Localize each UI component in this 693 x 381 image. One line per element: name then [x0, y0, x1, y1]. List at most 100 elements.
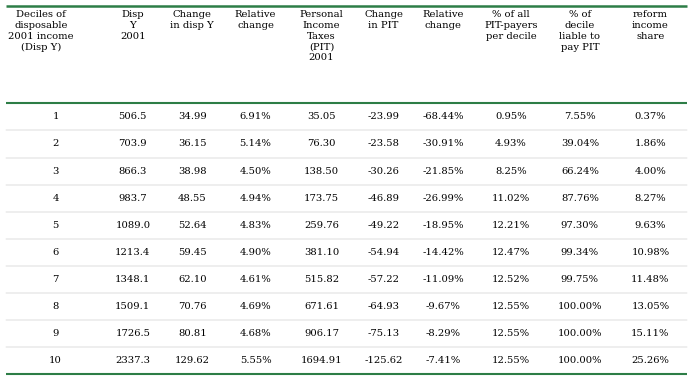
Text: -26.99%: -26.99% — [423, 194, 464, 203]
Text: 1694.91: 1694.91 — [301, 356, 342, 365]
Text: 59.45: 59.45 — [178, 248, 207, 257]
Text: -18.95%: -18.95% — [422, 221, 464, 230]
Text: 703.9: 703.9 — [119, 139, 147, 149]
Text: 35.05: 35.05 — [307, 112, 336, 122]
Text: -68.44%: -68.44% — [422, 112, 464, 122]
Text: 1213.4: 1213.4 — [115, 248, 150, 257]
Text: Relative
change: Relative change — [235, 10, 277, 30]
Text: 10: 10 — [49, 356, 62, 365]
Text: 7.55%: 7.55% — [564, 112, 596, 122]
Text: 100.00%: 100.00% — [558, 356, 602, 365]
Text: 4: 4 — [52, 194, 59, 203]
Text: 5: 5 — [53, 221, 59, 230]
Text: reform
income
share: reform income share — [632, 10, 669, 41]
Text: 1726.5: 1726.5 — [115, 329, 150, 338]
Text: -14.42%: -14.42% — [422, 248, 464, 257]
Text: 38.98: 38.98 — [178, 166, 207, 176]
Text: -23.58: -23.58 — [367, 139, 400, 149]
Text: 3: 3 — [53, 166, 59, 176]
Text: 983.7: 983.7 — [119, 194, 147, 203]
Text: Relative
change: Relative change — [422, 10, 464, 30]
Text: -8.29%: -8.29% — [426, 329, 461, 338]
Text: 34.99: 34.99 — [178, 112, 207, 122]
Text: -11.09%: -11.09% — [422, 275, 464, 284]
Text: 25.26%: 25.26% — [631, 356, 669, 365]
Text: % of
decile
liable to
pay PIT: % of decile liable to pay PIT — [559, 10, 600, 51]
Text: 4.90%: 4.90% — [240, 248, 272, 257]
Text: 76.30: 76.30 — [307, 139, 335, 149]
Text: 52.64: 52.64 — [178, 221, 207, 230]
Text: 6.91%: 6.91% — [240, 112, 272, 122]
Text: 1509.1: 1509.1 — [115, 302, 150, 311]
Text: 39.04%: 39.04% — [561, 139, 599, 149]
Text: 13.05%: 13.05% — [631, 302, 669, 311]
Text: 4.68%: 4.68% — [240, 329, 272, 338]
Text: 100.00%: 100.00% — [558, 302, 602, 311]
Text: 12.47%: 12.47% — [492, 248, 530, 257]
Text: 1089.0: 1089.0 — [115, 221, 150, 230]
Text: 4.50%: 4.50% — [240, 166, 272, 176]
Text: 100.00%: 100.00% — [558, 329, 602, 338]
Text: 15.11%: 15.11% — [631, 329, 669, 338]
Text: -7.41%: -7.41% — [426, 356, 461, 365]
Text: -9.67%: -9.67% — [426, 302, 461, 311]
Text: 4.94%: 4.94% — [240, 194, 272, 203]
Text: -64.93: -64.93 — [367, 302, 400, 311]
Text: -30.26: -30.26 — [368, 166, 400, 176]
Text: 4.00%: 4.00% — [635, 166, 666, 176]
Text: 9.63%: 9.63% — [635, 221, 666, 230]
Text: 515.82: 515.82 — [304, 275, 339, 284]
Text: 48.55: 48.55 — [178, 194, 207, 203]
Text: 12.55%: 12.55% — [492, 356, 530, 365]
Text: 62.10: 62.10 — [178, 275, 207, 284]
Text: 97.30%: 97.30% — [561, 221, 599, 230]
Text: 11.48%: 11.48% — [631, 275, 669, 284]
Text: 1348.1: 1348.1 — [115, 275, 150, 284]
Text: 506.5: 506.5 — [119, 112, 147, 122]
Text: -54.94: -54.94 — [367, 248, 400, 257]
Text: -57.22: -57.22 — [367, 275, 400, 284]
Text: 7: 7 — [53, 275, 59, 284]
Text: 866.3: 866.3 — [119, 166, 147, 176]
Text: 80.81: 80.81 — [178, 329, 207, 338]
Text: 10.98%: 10.98% — [631, 248, 669, 257]
Text: 8: 8 — [53, 302, 59, 311]
Text: % of all
PIT-payers
per decile: % of all PIT-payers per decile — [484, 10, 538, 41]
Text: -30.91%: -30.91% — [422, 139, 464, 149]
Text: 129.62: 129.62 — [175, 356, 210, 365]
Text: Personal
Income
Taxes
(PIT)
2001: Personal Income Taxes (PIT) 2001 — [299, 10, 343, 62]
Text: -23.99: -23.99 — [367, 112, 400, 122]
Text: 99.34%: 99.34% — [561, 248, 599, 257]
Text: -21.85%: -21.85% — [422, 166, 464, 176]
Text: 8.27%: 8.27% — [635, 194, 666, 203]
Text: 4.83%: 4.83% — [240, 221, 272, 230]
Text: 36.15: 36.15 — [178, 139, 207, 149]
Text: Change
in disp Y: Change in disp Y — [170, 10, 214, 30]
Text: 66.24%: 66.24% — [561, 166, 599, 176]
Text: 5.55%: 5.55% — [240, 356, 272, 365]
Text: 4.69%: 4.69% — [240, 302, 272, 311]
Text: 259.76: 259.76 — [304, 221, 339, 230]
Text: 12.21%: 12.21% — [492, 221, 530, 230]
Text: 4.61%: 4.61% — [240, 275, 272, 284]
Text: 138.50: 138.50 — [304, 166, 339, 176]
Text: Disp
Y
2001: Disp Y 2001 — [120, 10, 146, 41]
Text: 0.37%: 0.37% — [635, 112, 666, 122]
Text: 0.95%: 0.95% — [495, 112, 527, 122]
Text: 11.02%: 11.02% — [492, 194, 530, 203]
Text: 99.75%: 99.75% — [561, 275, 599, 284]
Text: 12.55%: 12.55% — [492, 302, 530, 311]
Text: 4.93%: 4.93% — [495, 139, 527, 149]
Text: 12.55%: 12.55% — [492, 329, 530, 338]
Text: 671.61: 671.61 — [304, 302, 339, 311]
Text: 6: 6 — [53, 248, 59, 257]
Text: Deciles of
disposable
2001 income
(Disp Y): Deciles of disposable 2001 income (Disp … — [8, 10, 74, 52]
Text: 8.25%: 8.25% — [495, 166, 527, 176]
Text: Change
in PIT: Change in PIT — [364, 10, 403, 30]
Text: -75.13: -75.13 — [367, 329, 400, 338]
Text: -49.22: -49.22 — [367, 221, 400, 230]
Text: 173.75: 173.75 — [304, 194, 339, 203]
Text: 2: 2 — [53, 139, 59, 149]
Text: 12.52%: 12.52% — [492, 275, 530, 284]
Text: 906.17: 906.17 — [304, 329, 339, 338]
